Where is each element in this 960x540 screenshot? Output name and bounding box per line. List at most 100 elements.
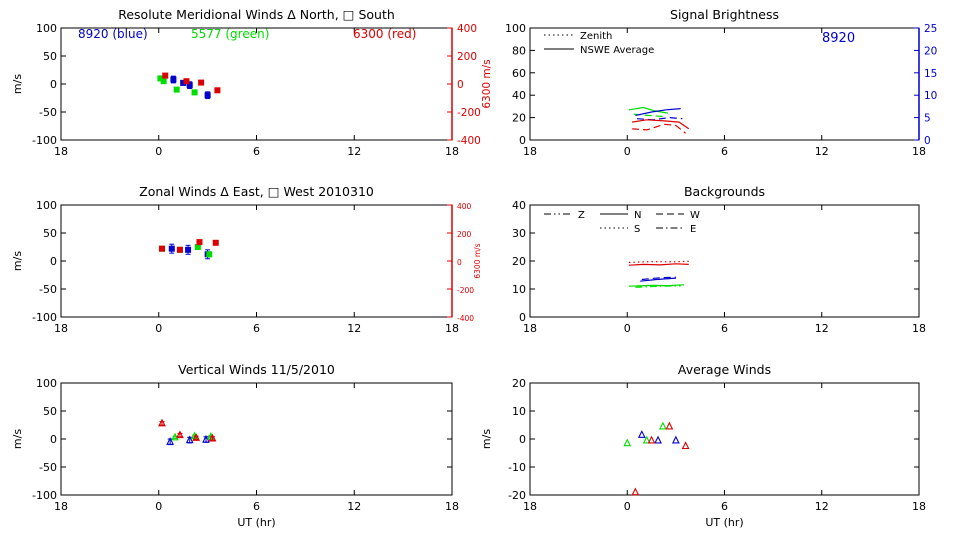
zonal-series-blue-point bbox=[185, 246, 192, 253]
zonal-ytick-label: 0 bbox=[50, 255, 57, 268]
meridional-right-tick-label: 200 bbox=[457, 51, 477, 63]
brightness-right-tick-label: 0 bbox=[924, 135, 931, 147]
meridional-ytick-label: 0 bbox=[50, 78, 57, 91]
brightness-xtick-label: 6 bbox=[721, 145, 728, 158]
backgrounds-series-blue-line bbox=[641, 276, 676, 281]
vertical-xtick-label: 0 bbox=[155, 500, 162, 513]
meridional-series-green-point bbox=[160, 78, 167, 85]
backgrounds-legend-item: S bbox=[634, 224, 640, 235]
meridional-series-green-point bbox=[191, 89, 198, 96]
average-series-red-point bbox=[665, 421, 674, 430]
meridional-right-tick-label: -400 bbox=[457, 135, 481, 147]
brightness-series-green-line bbox=[628, 106, 668, 114]
brightness-legend-item: Zenith bbox=[580, 31, 612, 42]
brightness-ytick-label: 20 bbox=[512, 112, 526, 125]
average-chart: Average Winds 18 0 6 12 18 UT (hr) 20 10 0 -10 -20 m… bbox=[480, 362, 926, 529]
zonal-ytick-label: 50 bbox=[43, 227, 57, 240]
vertical-ytick-label: -100 bbox=[32, 489, 57, 502]
average-series-blue-point bbox=[671, 435, 680, 444]
backgrounds-series-blue-line bbox=[640, 277, 676, 282]
vertical-series-blue-point bbox=[185, 435, 194, 444]
meridional-legend-item: 5577 (green) bbox=[191, 27, 269, 41]
vertical-ytick-label: -50 bbox=[39, 461, 57, 474]
brightness-xtick-label: 0 bbox=[624, 145, 631, 158]
average-ytick-label: -20 bbox=[508, 489, 526, 502]
backgrounds-xtick-label: 0 bbox=[624, 322, 631, 335]
brightness-ytick-label: 0 bbox=[519, 134, 526, 147]
meridional-xtick-label: 12 bbox=[347, 145, 361, 158]
vertical-xtick-label: 12 bbox=[347, 500, 361, 513]
zonal-ytick-label: -50 bbox=[39, 283, 57, 296]
brightness-series-blue-line bbox=[635, 108, 681, 116]
average-xtick-label: 0 bbox=[624, 500, 631, 513]
average-series-green-point bbox=[623, 438, 632, 447]
vertical-xtick-label: 6 bbox=[253, 500, 260, 513]
average-ytick-label: 10 bbox=[512, 405, 526, 418]
zonal-xtick-label: 0 bbox=[155, 322, 162, 335]
meridional-series-blue-point bbox=[186, 82, 193, 89]
meridional-ytick-label: -50 bbox=[39, 106, 57, 119]
vertical-xtick-label: 18 bbox=[54, 500, 68, 513]
average-series-blue-point bbox=[637, 430, 646, 438]
backgrounds-xtick-label: 18 bbox=[912, 322, 926, 335]
zonal-title: Zonal Winds Δ East, □ West 2010310 bbox=[139, 184, 374, 199]
meridional-series-red-point bbox=[183, 78, 190, 85]
vertical-series-green-point bbox=[171, 432, 179, 441]
average-xtick-label: 18 bbox=[912, 500, 926, 513]
average-series-green-point bbox=[642, 435, 651, 444]
zonal-ytick-label: -100 bbox=[32, 311, 57, 324]
backgrounds-legend-item: N bbox=[634, 210, 641, 221]
zonal-chart: Zonal Winds Δ East, □ West 2010310 18 0 6 12… bbox=[11, 184, 482, 335]
zonal-right-axis-label: 6300 m/s bbox=[473, 243, 482, 278]
meridional-legend-item: 8920 (blue) bbox=[78, 27, 148, 41]
brightness-ytick-label: 100 bbox=[505, 22, 526, 35]
brightness-right-tick-label: 20 bbox=[924, 45, 937, 57]
average-series-green-point bbox=[659, 421, 667, 430]
meridional-xtick-label: 6 bbox=[253, 145, 260, 158]
backgrounds-title: Backgrounds bbox=[684, 184, 765, 199]
zonal-right-tick-label: 200 bbox=[457, 230, 472, 239]
zonal-series-red-point bbox=[196, 239, 203, 246]
brightness-xtick-label: 12 bbox=[815, 145, 829, 158]
backgrounds-plot-frame bbox=[529, 204, 920, 318]
vertical-xtick-label: 18 bbox=[445, 500, 459, 513]
meridional-ytick-label: -100 bbox=[32, 134, 57, 147]
average-xtick-label: 18 bbox=[523, 500, 537, 513]
average-series-red-point bbox=[647, 435, 656, 444]
zonal-series-green-point bbox=[206, 251, 213, 258]
backgrounds-ytick-label: 20 bbox=[512, 255, 526, 268]
average-ytick-label: -10 bbox=[508, 461, 526, 474]
brightness-series-blue-line bbox=[636, 116, 683, 121]
brightness-ytick-label: 60 bbox=[512, 67, 526, 80]
zonal-right-tick-label: 0 bbox=[457, 258, 462, 267]
meridional-ytick-label: 50 bbox=[43, 50, 57, 63]
zonal-series-red-point bbox=[176, 246, 183, 253]
meridional-right-tick-label: 400 bbox=[457, 23, 477, 35]
brightness-series-red-line bbox=[632, 119, 690, 130]
vertical-chart: Vertical Winds 11/5/2010 18 0 6 12 18 UT (hr) 1… bbox=[11, 362, 459, 529]
average-ytick-label: 20 bbox=[512, 377, 526, 390]
vertical-ytick-label: 50 bbox=[43, 405, 57, 418]
zonal-xtick-label: 18 bbox=[54, 322, 68, 335]
meridional-right-axis-label: 6300 m/s bbox=[481, 59, 493, 108]
meridional-right-tick-label: -200 bbox=[457, 107, 481, 119]
vertical-series-red-point bbox=[158, 418, 166, 427]
brightness-annotation: 8920 bbox=[822, 31, 855, 46]
backgrounds-legend-item: Z bbox=[578, 210, 585, 221]
brightness-right-tick-label: 10 bbox=[924, 90, 937, 102]
backgrounds-series-red-line bbox=[628, 260, 689, 263]
meridional-series-red-point bbox=[162, 72, 169, 79]
brightness-ytick-label: 80 bbox=[512, 44, 526, 57]
average-title: Average Winds bbox=[678, 362, 771, 377]
brightness-right-tick-label: 15 bbox=[924, 68, 937, 80]
backgrounds-series-red-line bbox=[628, 263, 689, 266]
meridional-legend-item: 6300 (red) bbox=[353, 27, 416, 41]
average-xtick-label: 12 bbox=[815, 500, 829, 513]
vertical-ylabel: m/s bbox=[11, 429, 24, 449]
zonal-xtick-label: 6 bbox=[253, 322, 260, 335]
average-plot-frame bbox=[529, 382, 920, 496]
average-series-red-point bbox=[681, 441, 690, 450]
meridional-ylabel: m/s bbox=[11, 74, 24, 94]
